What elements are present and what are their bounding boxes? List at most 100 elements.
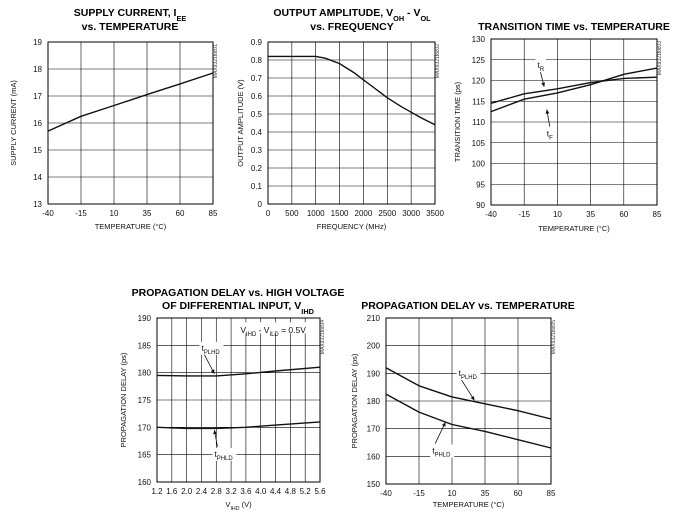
chart-title-line: TRANSITION TIME vs. TEMPERATURE [478,21,670,33]
y-axis-label: SUPPLY CURRENT (mA) [9,80,18,166]
y-tick-label: 0.9 [251,38,263,47]
x-tick-label: 85 [209,209,218,218]
y-tick-label: 210 [367,314,381,323]
y-axis-label: PROPAGATION DELAY (ps) [119,352,128,447]
x-tick-label: 2.8 [211,487,223,496]
y-tick-label: 0.4 [251,128,263,137]
x-tick-label: 1.2 [151,487,163,496]
annotation-arrowhead [545,109,550,114]
series-line-tPHLD [156,421,321,430]
y-tick-label: 190 [367,369,381,378]
x-tick-label: 85 [653,210,662,219]
y-tick-label: 17 [33,92,42,101]
figure-code: MAX9321toc04 [320,320,326,354]
y-tick-label: 170 [367,425,381,434]
y-axis-label: OUTPUT AMPLITUDE (V) [236,79,245,167]
x-axis-label: VIHD (V) [225,500,252,512]
annotation-arrowhead [210,369,215,374]
x-tick-label: 500 [285,209,299,218]
y-tick-label: 0.5 [251,110,263,119]
y-tick-label: 0.8 [251,56,263,65]
y-tick-label: 130 [472,35,486,44]
x-tick-label: -40 [42,209,54,218]
series-line-1 [268,55,436,126]
y-tick-label: 14 [33,173,42,182]
series-line-1 [47,72,214,132]
y-tick-label: 0.6 [251,92,263,101]
plot-frame [156,317,321,483]
y-tick-label: 100 [472,160,486,169]
y-tick-label: 120 [472,77,486,86]
annotation-arrowhead [213,430,218,435]
series-annotation: tF [547,129,553,142]
x-tick-label: 4.8 [285,487,297,496]
x-axis-label: TEMPERATURE (°C) [95,222,167,231]
x-tick-label: -15 [518,210,530,219]
figure-code: MAX9321toc05 [551,320,557,354]
x-tick-label: 3000 [402,209,420,218]
x-tick-label: 0 [266,209,271,218]
x-tick-label: 2000 [355,209,373,218]
x-tick-label: 60 [514,489,523,498]
condition-note: VIHD - VILD = 0.5V [240,325,306,338]
y-axis-label: PROPAGATION DELAY (ps) [350,353,359,448]
note-background [238,322,309,334]
x-tick-label: 10 [110,209,119,218]
plot-frame [385,317,552,485]
x-tick-label: -15 [413,489,425,498]
y-tick-label: 185 [138,341,152,350]
chart-5: PROPAGATION DELAY vs. TEMPERATURE -40 -15 1… [350,300,575,509]
y-tick-label: 19 [33,38,42,47]
series-annotation: tPHLD [432,446,450,459]
x-tick-label: -40 [485,210,497,219]
y-tick-label: 175 [138,396,152,405]
series-line-tPLHD [156,366,321,377]
annotation-background [456,367,481,381]
figure-code: MAX9321toc02 [435,44,441,78]
annotation-background [212,447,237,461]
y-tick-label: 160 [367,452,381,461]
x-tick-label: 3.2 [226,487,238,496]
series-line-tR [490,67,658,113]
annotation-background [535,59,546,73]
x-tick-label: 35 [586,210,595,219]
x-tick-label: 4.0 [255,487,267,496]
x-tick-label: 5.6 [314,487,326,496]
x-tick-label: 35 [481,489,490,498]
x-axis-label: FREQUENCY (MHz) [317,222,387,231]
series-line-tPLHD [385,367,552,420]
x-tick-label: 35 [143,209,152,218]
y-tick-label: 105 [472,139,486,148]
x-tick-label: 10 [448,489,457,498]
y-axis-label: TRANSITION TIME (ps) [453,81,462,162]
annotation-background [199,341,224,355]
y-tick-label: 0.2 [251,164,263,173]
plot-frame [490,38,658,206]
series-line-tF [490,76,658,104]
y-tick-label: 170 [138,423,152,432]
x-tick-label: 2.0 [181,487,193,496]
x-tick-label: 5.2 [300,487,312,496]
x-axis-label: TEMPERATURE (°C) [433,500,505,509]
chart-title-line: PROPAGATION DELAY vs. HIGH VOLTAGE [132,287,345,299]
y-tick-label: 160 [138,478,152,487]
y-tick-label: 110 [472,118,485,127]
figure-code: MAX9321toc01 [213,44,219,78]
series-line-tPHLD [385,393,552,449]
x-tick-label: 1.6 [166,487,178,496]
annotation-arrowhead [441,422,446,427]
annotation-arrowhead [541,82,546,87]
y-tick-label: 95 [476,180,485,189]
figure-code: MAX9321toc03 [657,41,663,75]
y-tick-label: 115 [472,97,485,106]
y-tick-label: 0.3 [251,146,263,155]
y-tick-label: 0.7 [251,74,263,83]
y-tick-label: 180 [138,369,152,378]
annotation-background [544,127,556,141]
y-tick-label: 190 [138,314,152,323]
series-annotation: tR [537,60,544,73]
x-axis-label: TEMPERATURE (°C) [538,224,610,233]
